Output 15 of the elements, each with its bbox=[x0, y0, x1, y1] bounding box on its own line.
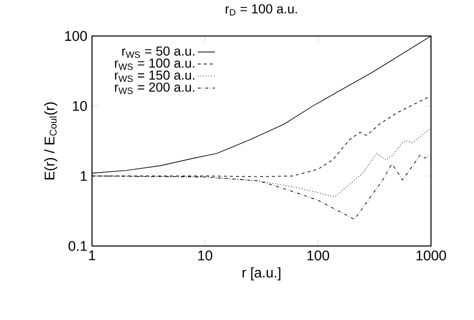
legend-label: r$_{WS}$ = 150 a.u. bbox=[115, 70, 194, 82]
y-tick-label: 1 bbox=[80, 171, 87, 181]
y-tick-label: 100 bbox=[65, 31, 87, 41]
x-tick-label: 1000 bbox=[416, 250, 446, 260]
legend-label: r$_{WS}$ = 100 a.u. bbox=[115, 58, 194, 70]
x-tick-label: 10 bbox=[198, 250, 212, 260]
y-axis-title: E(r) / E$_{Coul}$(r) bbox=[44, 102, 58, 180]
x-axis-title: r [a.u.] bbox=[242, 267, 280, 280]
legend-label: r$_{WS}$ = 200 a.u. bbox=[115, 82, 194, 94]
y-tick-label: 10 bbox=[72, 101, 87, 111]
chart-title: r$_{D}$ = 100 a.u. bbox=[226, 4, 297, 16]
legend-label: r$_{WS}$ = 50 a.u. bbox=[122, 46, 194, 58]
x-tick-label: 100 bbox=[307, 250, 330, 260]
x-tick-label: 1 bbox=[89, 250, 96, 260]
y-tick-label: 0.1 bbox=[68, 241, 87, 251]
